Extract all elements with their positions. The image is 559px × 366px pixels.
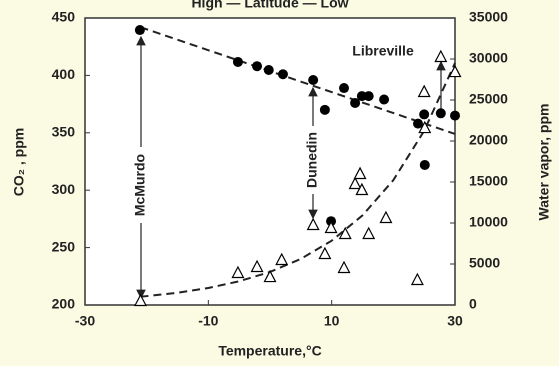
y2-tick-label: 30000 xyxy=(469,50,508,66)
chart-title: High — Latitude — Low xyxy=(191,0,348,11)
y-tick-label: 350 xyxy=(52,124,76,140)
x-tick-label: -30 xyxy=(75,313,95,329)
triangle-point xyxy=(250,259,264,273)
triangle-point xyxy=(355,182,369,196)
x-axis-label: Temperature,°C xyxy=(218,343,321,359)
circle-point xyxy=(134,25,145,36)
circle-point xyxy=(308,74,319,85)
y2-tick-label: 0 xyxy=(469,296,477,312)
triangle-point xyxy=(448,64,462,78)
triangle-point xyxy=(338,226,352,240)
y-tick-label: 250 xyxy=(52,238,76,254)
y2-tick-label: 20000 xyxy=(469,132,508,148)
y2-tick-label: 15000 xyxy=(469,173,508,189)
triangle-point xyxy=(306,217,320,231)
triangle-point xyxy=(379,210,393,224)
circle-point xyxy=(450,110,460,121)
annotation-bg xyxy=(340,42,426,62)
y-tick-label: 200 xyxy=(52,296,76,312)
triangle-point xyxy=(410,272,424,286)
circle-point xyxy=(363,91,374,102)
triangle-point xyxy=(275,252,289,266)
triangle-point xyxy=(318,246,332,260)
y-tick-label: 300 xyxy=(52,181,76,197)
x-tick-label: 30 xyxy=(447,313,463,329)
y-tick-label: 450 xyxy=(52,9,76,25)
y2-tick-label: 5000 xyxy=(469,255,500,271)
triangle-point xyxy=(324,220,338,234)
circle-point xyxy=(419,109,430,120)
circle-point xyxy=(435,108,446,119)
y2-axis-label: Water vapor, ppm xyxy=(536,104,552,221)
triangle-point xyxy=(362,226,376,240)
trend-line xyxy=(140,62,456,298)
triangle-point xyxy=(263,269,277,283)
circle-point xyxy=(252,61,263,72)
circle-point xyxy=(419,159,430,170)
circle-point xyxy=(232,56,243,67)
circle-point xyxy=(350,97,361,108)
circle-point xyxy=(413,118,423,129)
annotation: Libreville xyxy=(352,43,414,59)
circle-point xyxy=(277,69,288,80)
triangle-point xyxy=(348,176,362,190)
trend-line xyxy=(140,26,456,135)
triangle-point xyxy=(231,265,245,279)
circle-point xyxy=(339,83,349,94)
triangle-point xyxy=(134,293,147,307)
x-tick-label: 10 xyxy=(324,313,340,329)
y-tick-label: 400 xyxy=(52,66,76,82)
circle-point xyxy=(263,65,274,76)
y2-tick-label: 25000 xyxy=(469,91,508,107)
y2-tick-label: 10000 xyxy=(469,214,508,230)
annotation: Dunedin xyxy=(304,132,320,188)
triangle-point xyxy=(434,49,448,63)
x-tick-label: -10 xyxy=(198,313,218,329)
circle-point xyxy=(319,104,330,115)
annotation-bg xyxy=(132,147,150,223)
circle-point xyxy=(379,94,390,105)
y2-tick-label: 35000 xyxy=(469,9,508,25)
triangle-point xyxy=(337,260,351,274)
triangle-point xyxy=(417,84,431,98)
annotation-bg xyxy=(304,126,322,194)
triangle-point xyxy=(418,120,432,134)
annotation: McMurdo xyxy=(132,154,148,216)
triangle-point xyxy=(353,166,367,180)
y-axis-label: CO₂ , ppm xyxy=(11,128,27,196)
